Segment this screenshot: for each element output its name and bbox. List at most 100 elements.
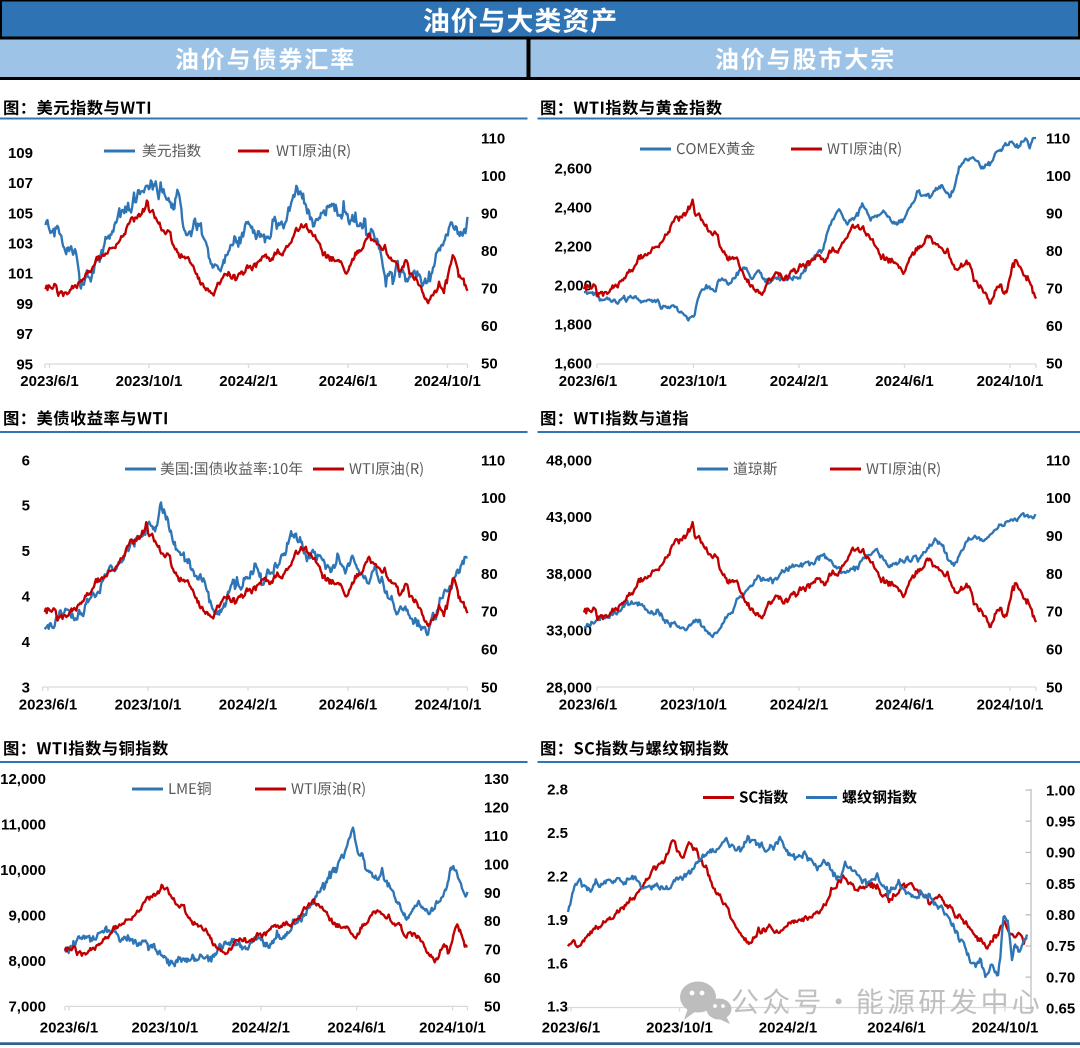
svg-text:2023/6/1: 2023/6/1 xyxy=(19,697,77,714)
svg-text:12,000: 12,000 xyxy=(0,771,46,788)
svg-text:110: 110 xyxy=(484,828,508,845)
svg-text:90: 90 xyxy=(481,205,498,222)
svg-text:100: 100 xyxy=(484,856,509,873)
svg-text:90: 90 xyxy=(484,885,501,902)
svg-text:2023/10/1: 2023/10/1 xyxy=(660,373,727,390)
svg-text:2023/6/1: 2023/6/1 xyxy=(20,373,78,390)
svg-text:50: 50 xyxy=(484,999,501,1016)
svg-text:110: 110 xyxy=(1046,452,1070,469)
svg-text:1.9: 1.9 xyxy=(547,912,568,929)
svg-text:8,000: 8,000 xyxy=(8,953,46,970)
svg-text:60: 60 xyxy=(481,318,498,335)
svg-text:5: 5 xyxy=(22,498,30,515)
svg-text:2024/6/1: 2024/6/1 xyxy=(875,373,933,390)
svg-text:2,600: 2,600 xyxy=(554,160,592,177)
svg-text:99: 99 xyxy=(16,296,33,313)
svg-text:50: 50 xyxy=(481,679,498,696)
svg-text:5: 5 xyxy=(22,543,30,560)
svg-text:2023/6/1: 2023/6/1 xyxy=(559,697,617,714)
svg-text:90: 90 xyxy=(481,528,498,545)
svg-text:1,800: 1,800 xyxy=(554,316,592,333)
svg-text:3: 3 xyxy=(22,679,30,696)
svg-text:2024/10/1: 2024/10/1 xyxy=(972,1020,1039,1037)
svg-text:6: 6 xyxy=(22,452,30,469)
svg-text:80: 80 xyxy=(484,913,501,930)
svg-text:2023/6/1: 2023/6/1 xyxy=(559,373,617,390)
svg-text:2023/10/1: 2023/10/1 xyxy=(660,697,727,714)
svg-text:2024/2/1: 2024/2/1 xyxy=(232,1020,290,1037)
svg-text:2024/10/1: 2024/10/1 xyxy=(977,373,1044,390)
svg-text:60: 60 xyxy=(481,642,498,659)
svg-text:1.6: 1.6 xyxy=(547,955,568,972)
svg-text:0.65: 0.65 xyxy=(1046,1001,1075,1018)
svg-text:105: 105 xyxy=(8,205,33,222)
svg-text:4: 4 xyxy=(22,589,31,606)
svg-text:2024/2/1: 2024/2/1 xyxy=(770,697,828,714)
svg-text:2,400: 2,400 xyxy=(554,199,592,216)
svg-text:50: 50 xyxy=(1046,679,1063,696)
svg-text:38,000: 38,000 xyxy=(546,566,592,583)
svg-text:2024/10/1: 2024/10/1 xyxy=(419,1020,486,1037)
svg-text:9,000: 9,000 xyxy=(8,908,46,925)
svg-text:50: 50 xyxy=(1046,355,1063,372)
svg-text:70: 70 xyxy=(484,942,501,959)
svg-text:110: 110 xyxy=(481,452,505,469)
svg-text:33,000: 33,000 xyxy=(546,623,592,640)
svg-text:2024/2/1: 2024/2/1 xyxy=(219,697,277,714)
svg-text:2023/10/1: 2023/10/1 xyxy=(132,1020,199,1037)
svg-text:60: 60 xyxy=(484,970,501,987)
svg-text:70: 70 xyxy=(481,604,498,621)
svg-text:90: 90 xyxy=(1046,528,1063,545)
svg-text:80: 80 xyxy=(481,243,498,260)
svg-text:2.5: 2.5 xyxy=(547,825,568,842)
svg-text:110: 110 xyxy=(481,130,505,147)
svg-text:7,000: 7,000 xyxy=(8,999,46,1016)
svg-text:2023/10/1: 2023/10/1 xyxy=(115,697,182,714)
svg-text:2024/6/1: 2024/6/1 xyxy=(867,1020,925,1037)
svg-text:10,000: 10,000 xyxy=(0,862,46,879)
svg-text:2.2: 2.2 xyxy=(547,868,568,885)
svg-text:1.3: 1.3 xyxy=(547,999,568,1016)
svg-text:4: 4 xyxy=(22,634,31,651)
svg-text:28,000: 28,000 xyxy=(546,679,592,696)
svg-text:0.95: 0.95 xyxy=(1046,814,1075,831)
svg-text:0.80: 0.80 xyxy=(1046,907,1075,924)
svg-text:2.8: 2.8 xyxy=(547,782,568,799)
svg-text:0.70: 0.70 xyxy=(1046,969,1075,986)
svg-text:97: 97 xyxy=(16,326,33,343)
svg-text:2023/6/1: 2023/6/1 xyxy=(542,1020,600,1037)
svg-text:100: 100 xyxy=(1046,490,1071,507)
svg-text:0.90: 0.90 xyxy=(1046,845,1075,862)
svg-text:2023/10/1: 2023/10/1 xyxy=(116,373,183,390)
svg-text:130: 130 xyxy=(484,771,509,788)
svg-text:110: 110 xyxy=(1046,130,1070,147)
svg-text:120: 120 xyxy=(484,799,509,816)
svg-text:2024/6/1: 2024/6/1 xyxy=(319,697,377,714)
svg-text:90: 90 xyxy=(1046,205,1063,222)
svg-text:70: 70 xyxy=(1046,280,1063,297)
svg-text:1,600: 1,600 xyxy=(554,355,592,372)
svg-text:80: 80 xyxy=(1046,566,1063,583)
svg-text:1.00: 1.00 xyxy=(1046,782,1075,799)
svg-text:2024/2/1: 2024/2/1 xyxy=(770,373,828,390)
svg-text:2024/2/1: 2024/2/1 xyxy=(219,373,277,390)
svg-text:2024/10/1: 2024/10/1 xyxy=(414,373,481,390)
svg-text:43,000: 43,000 xyxy=(546,509,592,526)
svg-text:2024/10/1: 2024/10/1 xyxy=(977,697,1044,714)
svg-text:2,000: 2,000 xyxy=(554,277,592,294)
svg-text:48,000: 48,000 xyxy=(546,452,592,469)
svg-text:109: 109 xyxy=(8,145,33,162)
svg-text:95: 95 xyxy=(16,356,33,373)
svg-text:103: 103 xyxy=(8,236,33,253)
svg-text:2024/6/1: 2024/6/1 xyxy=(875,697,933,714)
svg-text:60: 60 xyxy=(1046,318,1063,335)
svg-text:80: 80 xyxy=(1046,243,1063,260)
svg-text:70: 70 xyxy=(1046,604,1063,621)
svg-text:50: 50 xyxy=(481,355,498,372)
svg-text:100: 100 xyxy=(1046,168,1071,185)
svg-text:100: 100 xyxy=(481,490,506,507)
svg-text:11,000: 11,000 xyxy=(1,816,46,833)
svg-text:80: 80 xyxy=(481,566,498,583)
svg-text:60: 60 xyxy=(1046,642,1063,659)
svg-text:2,200: 2,200 xyxy=(554,238,592,255)
